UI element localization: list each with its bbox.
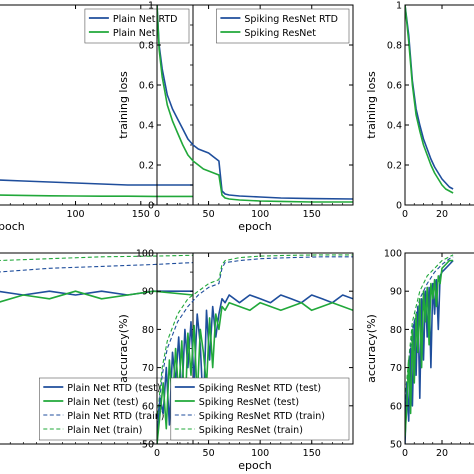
panel-top-right: 0 20 0 0.2 0.4 0.6 0.8 1 training loss xyxy=(365,1,474,220)
series-line-plain-net-test xyxy=(0,290,193,303)
y-tick-label: 90 xyxy=(142,287,154,298)
legend-label: Spiking ResNet (train) xyxy=(199,425,303,436)
y-axis-label: training loss xyxy=(365,71,378,139)
y-axis-label: accuracy(%) xyxy=(365,314,378,383)
y-tick-label: 100 xyxy=(384,249,402,260)
axes-frame xyxy=(156,4,354,206)
y-tick-label: 70 xyxy=(390,363,402,374)
x-tick-label: 20 xyxy=(436,448,448,459)
series-line-unnamed-2 xyxy=(405,256,454,406)
axes-frame xyxy=(156,252,354,445)
legend-label: Plain Net RTD xyxy=(113,14,178,25)
legend: Spiking ResNet RTD Spiking ResNet xyxy=(216,8,350,44)
y-tick-label: 0.4 xyxy=(387,121,402,132)
panel-bottom-right: 0 20 50 60 70 80 90 100 accuracy(%) xyxy=(365,249,474,459)
x-tick-label: 50 xyxy=(203,448,215,459)
x-tick-label: 150 xyxy=(303,209,321,220)
legend-label: Spiking ResNet RTD xyxy=(244,14,338,25)
x-tick-label: 0 xyxy=(402,209,408,220)
series-line-plain-net-train xyxy=(0,254,193,262)
x-tick-label: 150 xyxy=(303,448,321,459)
y-axis-label: accuracy(%) xyxy=(117,314,130,383)
y-tick-label: 1 xyxy=(148,1,154,12)
x-tick-label: 100 xyxy=(251,448,269,459)
x-tick-label: 100 xyxy=(251,209,269,220)
x-axis-label: epoch xyxy=(238,220,272,233)
legend-frame xyxy=(84,8,190,44)
legend-label: Spiking ResNet xyxy=(244,28,316,39)
y-tick-label: 0.2 xyxy=(139,161,154,172)
x-axis-label: epoch xyxy=(238,459,272,472)
y-tick-label: 0.4 xyxy=(139,121,154,132)
x-tick-label: 20 xyxy=(436,209,448,220)
legend: Spiking ResNet RTD (test) Spiking ResNet … xyxy=(170,377,350,441)
series-line-spiking-resnet-train xyxy=(157,254,353,422)
axes-frame xyxy=(404,252,474,445)
legend: Plain Net RTD Plain Net xyxy=(84,8,190,44)
y-tick-label: 0.8 xyxy=(139,41,154,52)
series-group xyxy=(405,254,454,444)
legend-label: Spiking ResNet (test) xyxy=(199,397,299,408)
y-tick-label: 60 xyxy=(390,401,402,412)
x-tick-label: 150 xyxy=(132,209,150,220)
x-tick-label: 0 xyxy=(154,209,160,220)
series-group xyxy=(157,5,353,203)
series-line-plain-net-rtd xyxy=(0,179,193,186)
y-tick-label: 0.8 xyxy=(387,41,402,52)
y-tick-label: 90 xyxy=(390,287,402,298)
legend-label: Plain Net xyxy=(113,28,156,39)
series-group xyxy=(0,179,193,198)
panel-bottom-middle: 0 50 100 1505060708090100epochaccuracy(%)Sp… xyxy=(117,249,354,472)
legend-label: Spiking ResNet RTD (test) xyxy=(199,383,321,394)
series-line-spiking-resnet xyxy=(157,5,353,203)
y-tick-label: 80 xyxy=(142,325,154,336)
legend-label: Spiking ResNet RTD (train) xyxy=(199,411,325,422)
series-line-plain-net xyxy=(0,194,193,198)
y-tick-label: 80 xyxy=(390,325,402,336)
series-line-spiking-resnet-rtd-train xyxy=(157,256,353,425)
y-tick-label: 0 xyxy=(396,201,402,212)
x-tick-label: 50 xyxy=(203,209,215,220)
legend-frame xyxy=(216,8,350,44)
y-tick-label: 1 xyxy=(396,1,402,12)
legend-label: Plain Net RTD (train) xyxy=(67,411,164,422)
y-tick-label: 0.6 xyxy=(387,81,402,92)
y-tick-label: 100 xyxy=(136,249,154,260)
y-axis-label: training loss xyxy=(117,71,130,139)
y-tick-label: 0 xyxy=(148,201,154,212)
x-tick-label: 100 xyxy=(66,209,84,220)
legend-frame xyxy=(170,377,350,441)
axes-frame xyxy=(404,4,474,206)
y-tick-label: 0.2 xyxy=(387,161,402,172)
x-tick-label: 0 xyxy=(402,448,408,459)
y-tick-label: 60 xyxy=(142,401,154,412)
legend-label: Plain Net (test) xyxy=(67,397,138,408)
x-axis-label: epoch xyxy=(0,220,25,233)
y-tick-label: 50 xyxy=(142,440,154,451)
y-tick-label: 0.6 xyxy=(139,81,154,92)
series-line-unnamed-3 xyxy=(405,254,454,399)
series-line-spiking-resnet-rtd xyxy=(157,5,353,200)
series-line-unnamed-1 xyxy=(405,5,454,194)
legend-label: Plain Net (train) xyxy=(67,425,142,436)
series-line-spiking-resnet-test xyxy=(157,301,353,444)
series-group xyxy=(405,5,454,194)
y-tick-label: 50 xyxy=(390,440,402,451)
panel-bottom-left: Plain Net RTD (test) Plain Net (test) Plai… xyxy=(0,252,194,445)
x-tick-label: 0 xyxy=(154,448,160,459)
y-tick-label: 70 xyxy=(142,363,154,374)
legend-label: Plain Net RTD (test) xyxy=(67,383,160,394)
series-group xyxy=(0,254,193,303)
series-line-plain-net-rtd-train xyxy=(0,262,193,273)
series-line-unnamed-1 xyxy=(405,259,454,437)
